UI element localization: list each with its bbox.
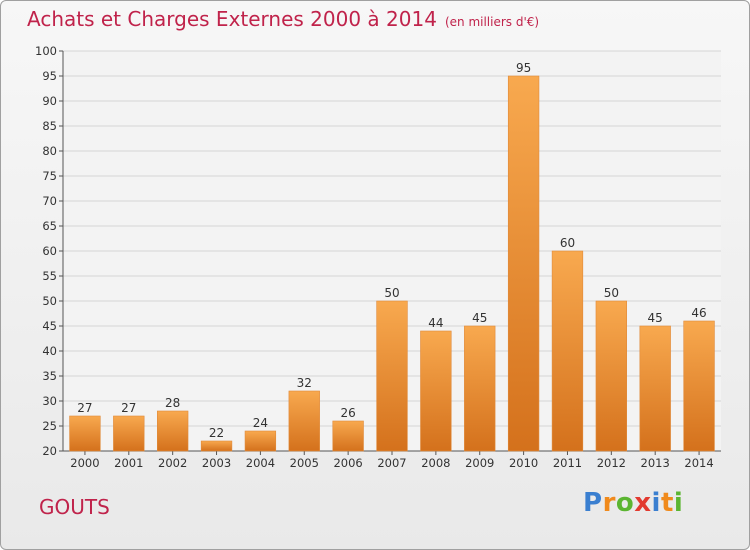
bar-2007: [376, 300, 408, 452]
data-label-2004: 24: [253, 416, 268, 430]
bars: [69, 75, 715, 452]
x-tick-label-2004: 2004: [246, 456, 275, 470]
y-tick-label: 40: [42, 344, 57, 358]
y-tick-label: 75: [42, 169, 57, 183]
brand-letter: i: [673, 488, 684, 518]
bar-2009: [464, 325, 496, 452]
bar-2004: [244, 430, 277, 452]
x-tick-label-2005: 2005: [290, 456, 319, 470]
brand-letter: t: [660, 488, 674, 518]
chart-subtitle: (en milliers d'€): [444, 15, 540, 29]
place-name: GOUTS: [39, 495, 110, 519]
x-tick-label-2001: 2001: [114, 456, 143, 470]
data-label-2007: 50: [384, 286, 399, 300]
x-tick-label-2010: 2010: [509, 456, 538, 470]
data-label-2011: 60: [560, 236, 575, 250]
x-tick-label-2003: 2003: [202, 456, 231, 470]
data-label-2014: 46: [691, 306, 706, 320]
brand-letter: r: [602, 488, 616, 518]
brand-letter: o: [615, 488, 635, 518]
y-tick-label: 65: [42, 219, 57, 233]
y-tick-label: 70: [42, 194, 57, 208]
bar-2008: [420, 330, 452, 452]
chart-title: Achats et Charges Externes 2000 à 2014 (e…: [27, 7, 540, 31]
axes: 20 25 30 35 40 45 50 55 60 65 70 75 80 85 90 95 100 2000 2…: [35, 44, 721, 470]
y-tick-label: 85: [42, 119, 57, 133]
data-labels: 27 27 28 22 24 32 26 50 44 45 95 60 50 45 46: [77, 61, 706, 440]
data-label-2013: 45: [648, 311, 663, 325]
data-label-2000: 27: [77, 401, 92, 415]
data-label-2001: 27: [121, 401, 136, 415]
x-tick-label-2007: 2007: [377, 456, 406, 470]
data-label-2012: 50: [604, 286, 619, 300]
bar-2000: [69, 415, 101, 452]
brand-letter: P: [583, 488, 603, 518]
bar-2012: [595, 300, 627, 452]
bar-2014: [683, 320, 715, 452]
data-label-2009: 45: [472, 311, 487, 325]
brand-letter: x: [634, 488, 652, 518]
data-label-2002: 28: [165, 396, 180, 410]
y-tick-label: 25: [42, 419, 57, 433]
x-tick-label-2008: 2008: [421, 456, 450, 470]
y-tick-label: 100: [35, 44, 57, 58]
bar-2005: [288, 390, 320, 452]
bar-2013: [639, 325, 671, 452]
bar-2011: [551, 250, 584, 452]
bar-2003: [200, 440, 233, 452]
x-tick-label-2002: 2002: [158, 456, 187, 470]
y-tick-label: 60: [42, 244, 57, 258]
bar-2010: [507, 75, 540, 452]
y-tick-label: 95: [42, 69, 57, 83]
y-tick-label: 30: [42, 394, 57, 408]
x-tick-label-2011: 2011: [553, 456, 582, 470]
x-tick-label-2009: 2009: [465, 456, 494, 470]
y-tick-label: 45: [42, 319, 57, 333]
x-tick-label-2013: 2013: [641, 456, 670, 470]
y-tick-label: 55: [42, 269, 57, 283]
brand-logo: Proxiti: [583, 488, 683, 518]
data-label-2008: 44: [428, 316, 443, 330]
y-tick-label: 20: [42, 444, 57, 458]
bar-2006: [332, 420, 364, 452]
y-tick-label: 90: [42, 94, 57, 108]
x-tick-label-2006: 2006: [333, 456, 362, 470]
x-tick-label-2000: 2000: [70, 456, 99, 470]
bar-2002: [157, 410, 189, 452]
data-label-2006: 26: [340, 406, 355, 420]
brand-letter: i: [651, 488, 661, 518]
bar-2001: [113, 415, 145, 452]
x-tick-label-2014: 2014: [684, 456, 713, 470]
data-label-2003: 22: [209, 426, 224, 440]
bar-chart: 20 25 30 35 40 45 50 55 60 65 70 75 80 85 90 95 100 2000 2…: [35, 44, 721, 470]
data-label-2010: 95: [516, 61, 531, 75]
x-tick-label-2012: 2012: [597, 456, 626, 470]
y-tick-label: 50: [42, 294, 57, 308]
y-tick-label: 35: [42, 369, 57, 383]
data-label-2005: 32: [297, 376, 312, 390]
y-tick-label: 80: [42, 144, 57, 158]
